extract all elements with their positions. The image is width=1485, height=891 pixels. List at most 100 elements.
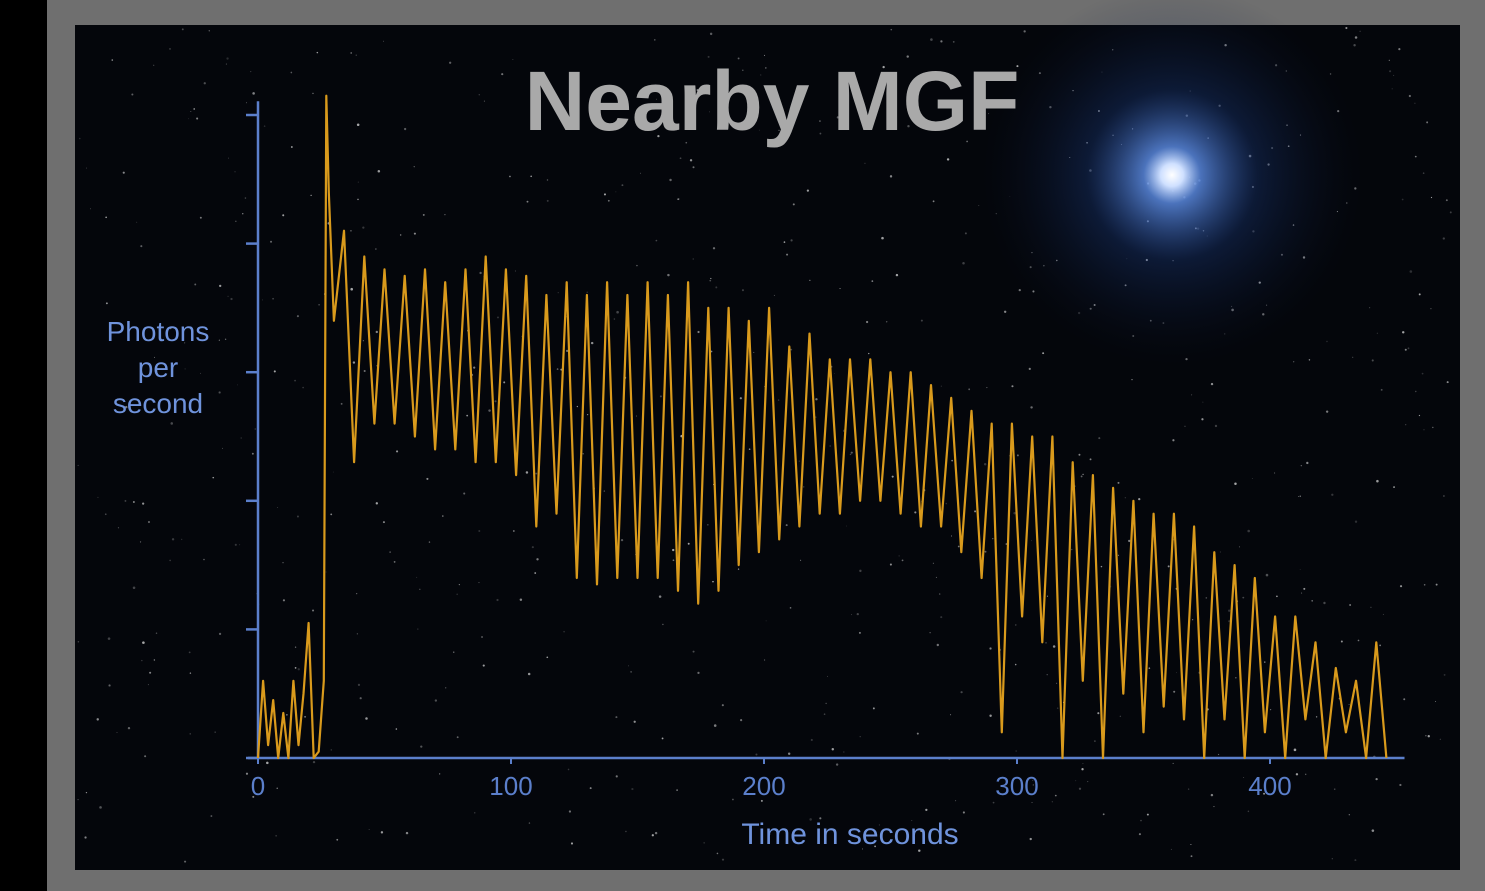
star bbox=[615, 716, 617, 718]
star bbox=[144, 755, 146, 757]
star bbox=[1045, 642, 1047, 644]
star bbox=[153, 65, 154, 66]
star bbox=[394, 561, 396, 563]
star bbox=[78, 465, 79, 466]
star bbox=[1016, 750, 1017, 751]
star bbox=[778, 399, 779, 400]
star bbox=[1149, 667, 1151, 669]
star bbox=[184, 861, 186, 863]
star bbox=[660, 395, 662, 397]
star bbox=[857, 613, 859, 615]
star bbox=[219, 633, 221, 635]
star bbox=[1408, 347, 1410, 349]
star bbox=[336, 839, 338, 841]
star bbox=[106, 302, 108, 304]
star bbox=[986, 387, 987, 388]
star bbox=[530, 175, 532, 177]
page: {"chart_data": {"type": "line", "title":… bbox=[0, 0, 1485, 891]
star bbox=[1218, 754, 1219, 755]
star bbox=[1349, 604, 1351, 606]
star bbox=[1211, 383, 1213, 385]
star bbox=[1405, 424, 1406, 425]
star bbox=[423, 214, 425, 216]
star bbox=[615, 191, 616, 192]
star bbox=[478, 530, 480, 532]
star bbox=[1424, 584, 1426, 586]
star bbox=[326, 572, 327, 573]
star bbox=[917, 733, 919, 735]
star bbox=[886, 321, 887, 322]
star bbox=[899, 555, 900, 556]
star bbox=[667, 274, 669, 276]
star bbox=[832, 748, 834, 750]
star bbox=[1435, 701, 1436, 702]
star bbox=[222, 448, 223, 449]
star bbox=[1419, 415, 1420, 416]
star bbox=[577, 406, 578, 407]
star bbox=[715, 286, 717, 288]
star bbox=[282, 214, 284, 216]
star bbox=[1303, 588, 1305, 590]
star bbox=[246, 102, 247, 103]
star bbox=[873, 707, 875, 709]
star bbox=[843, 751, 844, 752]
star bbox=[111, 59, 113, 61]
star bbox=[1082, 763, 1083, 764]
star bbox=[78, 641, 80, 643]
star bbox=[933, 200, 935, 202]
star bbox=[295, 667, 297, 669]
star bbox=[1432, 427, 1433, 428]
star bbox=[297, 315, 299, 317]
star bbox=[513, 530, 515, 532]
star bbox=[1326, 410, 1328, 412]
star bbox=[799, 460, 800, 461]
star bbox=[930, 38, 933, 41]
star bbox=[717, 853, 719, 855]
star bbox=[621, 539, 623, 541]
star bbox=[108, 684, 110, 686]
star bbox=[1030, 406, 1032, 408]
star bbox=[1430, 308, 1431, 309]
star bbox=[239, 544, 240, 545]
star bbox=[625, 831, 626, 832]
star bbox=[1220, 551, 1221, 552]
star bbox=[868, 353, 869, 354]
star bbox=[286, 714, 287, 715]
star bbox=[1191, 855, 1193, 857]
star bbox=[1171, 849, 1172, 850]
star bbox=[1090, 458, 1092, 460]
star bbox=[1234, 483, 1236, 485]
star bbox=[740, 719, 742, 721]
star bbox=[479, 272, 481, 274]
star bbox=[1423, 172, 1425, 174]
star bbox=[1355, 36, 1358, 39]
star bbox=[86, 168, 87, 169]
star bbox=[722, 704, 724, 706]
star bbox=[547, 179, 548, 180]
star bbox=[363, 340, 364, 341]
star bbox=[1389, 60, 1390, 61]
star bbox=[1101, 566, 1102, 567]
star bbox=[225, 339, 226, 340]
star bbox=[353, 361, 355, 363]
star bbox=[722, 859, 724, 861]
star bbox=[1436, 584, 1438, 586]
star bbox=[654, 39, 655, 40]
star bbox=[1331, 494, 1333, 496]
star bbox=[738, 569, 739, 570]
star bbox=[941, 386, 942, 387]
star bbox=[1079, 788, 1081, 790]
star bbox=[636, 416, 637, 417]
star bbox=[662, 738, 664, 740]
star bbox=[463, 492, 465, 494]
star bbox=[693, 258, 694, 259]
star bbox=[1103, 813, 1105, 815]
star bbox=[252, 453, 254, 455]
star bbox=[1120, 716, 1121, 717]
star bbox=[962, 262, 965, 265]
star bbox=[1376, 480, 1379, 483]
star bbox=[365, 717, 368, 720]
star bbox=[608, 200, 610, 202]
star bbox=[297, 516, 299, 518]
star bbox=[1176, 672, 1177, 673]
